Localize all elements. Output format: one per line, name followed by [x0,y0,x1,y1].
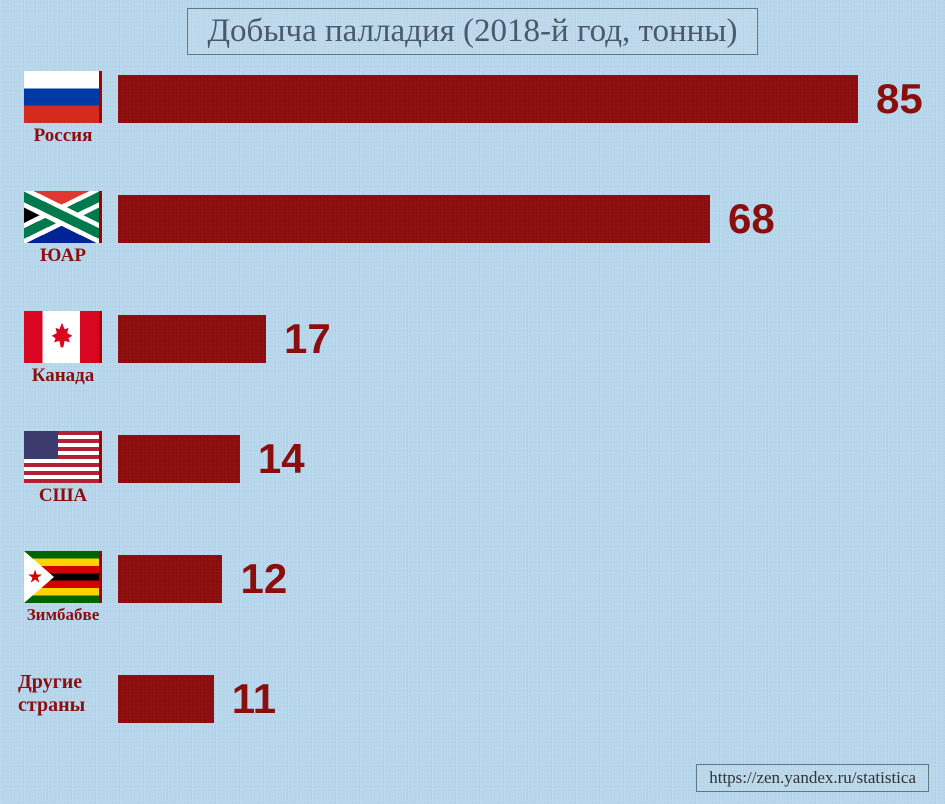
country-label: ЮАР [18,245,108,267]
bar [118,195,710,243]
country-label: Канада [18,365,108,387]
bar-value: 14 [258,435,305,483]
row-zimbabwe: Зимбабве 12 [18,545,925,663]
bar-value: 85 [876,75,923,123]
chart-title: Добыча палладия (2018-й год, тонны) [208,13,738,49]
bar-container: 68 [118,193,925,245]
bar-container: 11 [118,673,925,725]
bar-value: 68 [728,195,775,243]
row-russia: Россия 85 [18,65,925,183]
flag-box: Канада [18,311,108,387]
flag-zimbabwe-icon [24,551,102,603]
bar-value: 12 [240,555,287,603]
row-other: Другиестраны 11 [18,665,925,755]
country-label: США [18,485,108,507]
flag-box: Россия [18,71,108,147]
country-label: Россия [18,125,108,147]
bar-container: 17 [118,313,925,365]
country-label: Зимбабве [18,605,108,625]
flag-box: ЮАР [18,191,108,267]
bar [118,315,266,363]
row-sa: ЮАР 68 [18,185,925,303]
source-box: https://zen.yandex.ru/statistica [696,764,929,792]
bar [118,75,858,123]
row-usa: США 14 [18,425,925,543]
source-url: https://zen.yandex.ru/statistica [709,768,916,787]
bar [118,675,214,723]
other-label: Другиестраны [18,671,113,717]
bar-container: 14 [118,433,925,485]
flag-canada-icon [24,311,102,363]
bar [118,555,222,603]
flag-box: США [18,431,108,507]
flag-russia-icon [24,71,102,123]
maple-leaf-icon [49,322,75,352]
flag-box: Зимбабве [18,551,108,625]
bar-value: 17 [284,315,331,363]
bar-container: 12 [118,553,925,605]
bar-rows: Россия 85 ЮАР 68 Канада 17 [18,65,925,757]
bar-container: 85 [118,73,925,125]
flag-usa-icon [24,431,102,483]
title-box: Добыча палладия (2018-й год, тонны) [187,8,759,55]
row-canada: Канада 17 [18,305,925,423]
other-label-text: Другиестраны [18,671,85,716]
bar-value: 11 [232,675,276,723]
bar [118,435,240,483]
flag-south-africa-icon [24,191,102,243]
